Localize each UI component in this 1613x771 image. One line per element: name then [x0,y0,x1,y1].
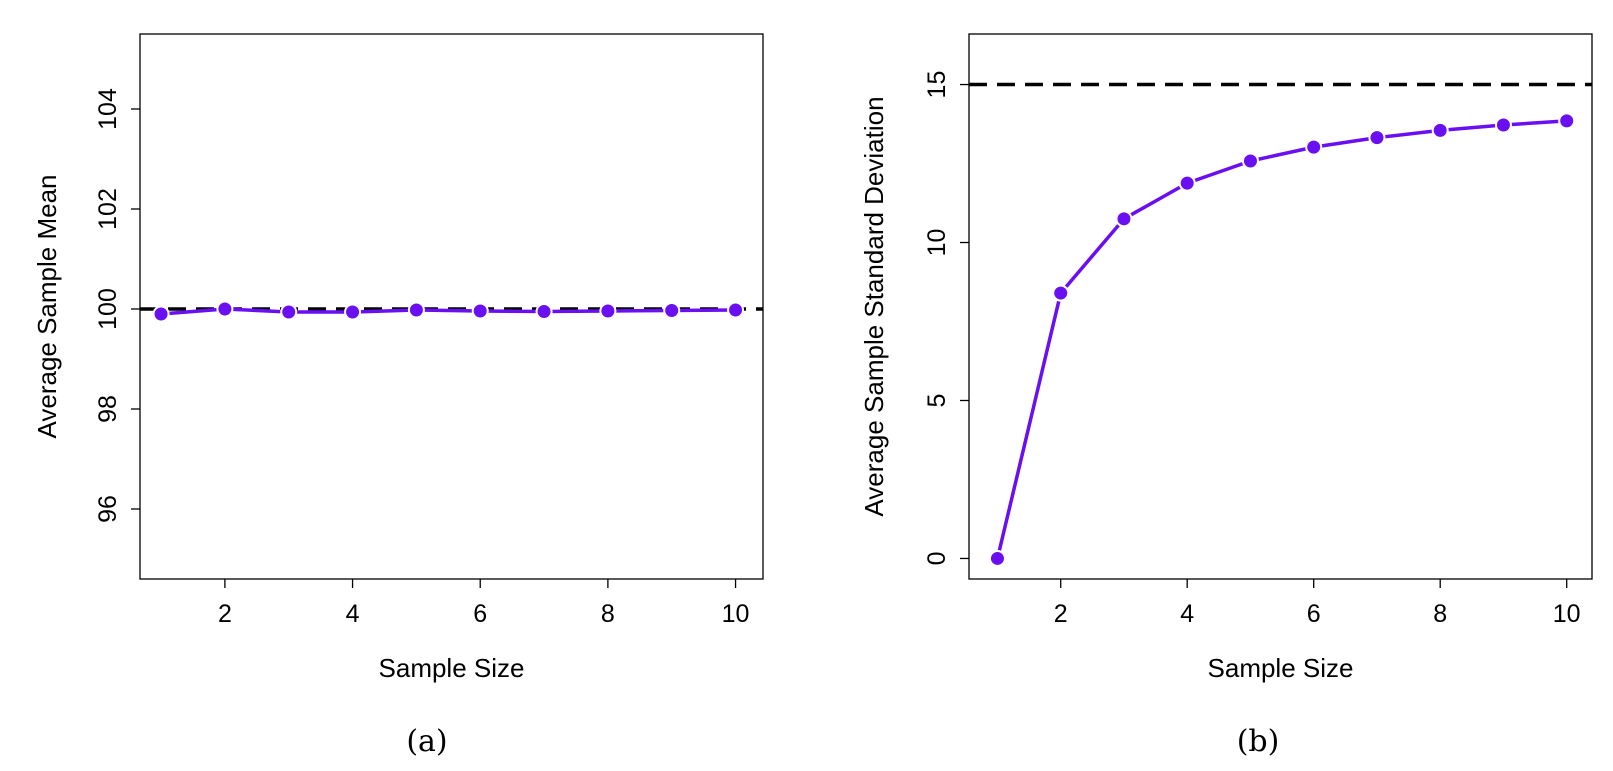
x-tick-label: 10 [722,600,750,628]
panel-a-sample-mean: 2 4 6 8 10 96 98 100 102 104 Sample Size Average Sa… [32,33,764,759]
y-axis-label: Average Sample Standard Deviation [859,96,889,516]
data-point [1305,138,1323,156]
series-line [995,119,1567,559]
x-tick-label: 4 [1180,600,1194,628]
data-point [1178,174,1196,192]
data-point [1052,284,1070,302]
y-tick-label: 104 [94,88,122,130]
y-tick-label: 102 [94,188,122,230]
data-point [1241,152,1259,170]
data-point [727,301,745,319]
data-point [1558,112,1576,130]
x-tick-label: 2 [1054,600,1068,628]
data-point [1368,129,1386,147]
panel-caption: (a) [406,724,447,759]
y-axis-label: Average Sample Mean [32,174,62,438]
series-line [160,307,736,316]
y-tick-label: 98 [94,395,122,423]
data-point [988,549,1006,567]
x-tick-label: 6 [473,600,487,628]
x-tick-label: 8 [601,600,615,628]
data-point [280,303,298,321]
y-tick-label: 0 [923,552,951,566]
panel-b-sample-standard-deviation: 2 4 6 8 10 0 5 10 15 Sample Size Average Sample St… [859,33,1593,759]
data-point [216,300,234,318]
data-point [407,301,425,319]
y-tick-label: 5 [923,394,951,408]
plot-frame [139,33,764,580]
x-axis-label: Sample Size [1208,653,1354,683]
data-point [1431,121,1449,139]
panel-caption: (b) [1237,724,1280,759]
y-tick-label: 10 [923,229,951,257]
data-point [599,302,617,320]
x-axis-label: Sample Size [379,653,525,683]
data-point [1494,116,1512,134]
x-tick-label: 2 [218,600,232,628]
data-point [535,303,553,320]
x-tick-label: 10 [1553,600,1581,628]
data-point [1115,210,1133,228]
data-point [152,305,170,323]
x-tick-label: 8 [1433,600,1447,628]
y-tick-label: 100 [94,288,122,330]
plot-frame [968,33,1593,580]
x-tick-label: 6 [1307,600,1321,628]
y-tick-label: 96 [94,495,122,523]
data-point [663,302,681,319]
data-point [471,302,489,320]
y-tick-label: 15 [923,71,951,99]
x-tick-label: 4 [346,600,360,628]
data-point [344,303,362,321]
